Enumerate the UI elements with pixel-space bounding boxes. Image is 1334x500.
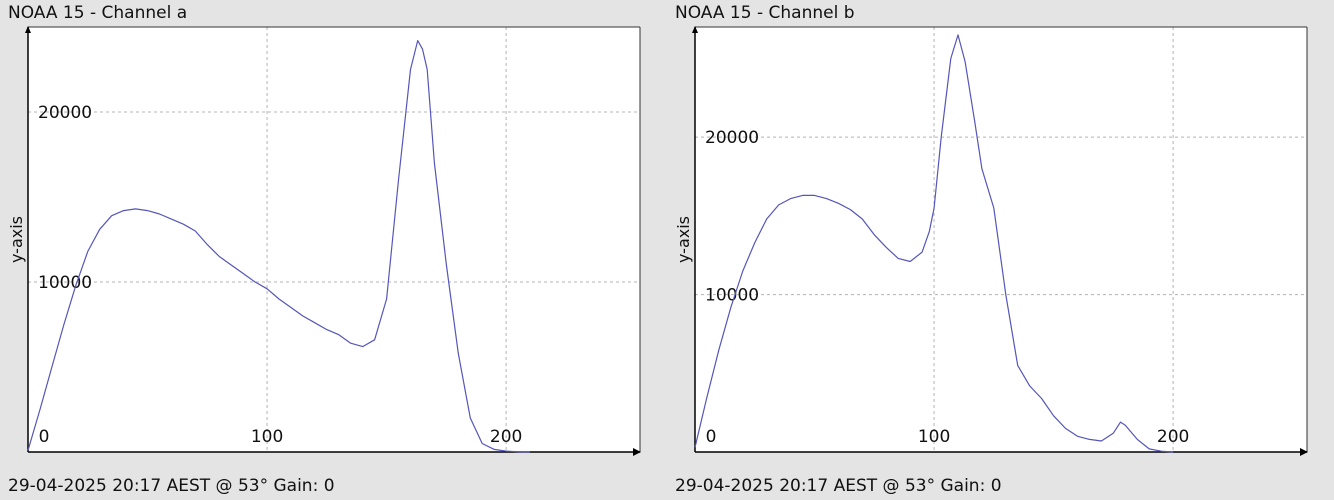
x-tick-label: 200 <box>490 427 522 447</box>
chart-panel-a: NOAA 15 - Channel a 0 100 200 10000 20000 y-a… <box>7 3 641 496</box>
y-tick-label: 10000 <box>38 273 92 293</box>
y-axis-label: y-axis <box>7 216 26 263</box>
y-axis-label: y-axis <box>674 216 693 263</box>
plot-area <box>28 27 640 452</box>
y-tick-label: 10000 <box>705 286 759 306</box>
series-line <box>694 34 1174 453</box>
chart-panel-b: NOAA 15 - Channel b 0 100 200 10000 20000 y-a… <box>667 0 1334 500</box>
y-tick-label: 20000 <box>705 128 759 148</box>
x-tick-label: 0 <box>39 427 50 447</box>
series-line <box>27 39 531 453</box>
x-tick-label: 0 <box>706 427 717 447</box>
y-axis-arrow <box>692 26 698 33</box>
x-axis-arrow <box>1300 448 1308 456</box>
chart-title: NOAA 15 - Channel b <box>675 3 855 23</box>
y-axis-arrow <box>25 26 31 33</box>
x-axis-arrow <box>633 448 641 456</box>
x-tick-label: 100 <box>251 427 283 447</box>
plot-area <box>695 27 1307 452</box>
status-footer: 29-04-2025 20:17 AEST @ 53° Gain: 0 <box>675 476 1002 496</box>
y-tick-label: 20000 <box>38 103 92 123</box>
x-tick-label: 100 <box>918 427 950 447</box>
chart-title: NOAA 15 - Channel a <box>8 3 188 23</box>
status-footer: 29-04-2025 20:17 AEST @ 53° Gain: 0 <box>8 476 335 496</box>
chart-plot: 0 100 200 10000 20000 y-axis <box>7 26 641 456</box>
x-tick-label: 200 <box>1157 427 1189 447</box>
chart-plot: 0 100 200 10000 20000 y-axis <box>674 26 1308 456</box>
